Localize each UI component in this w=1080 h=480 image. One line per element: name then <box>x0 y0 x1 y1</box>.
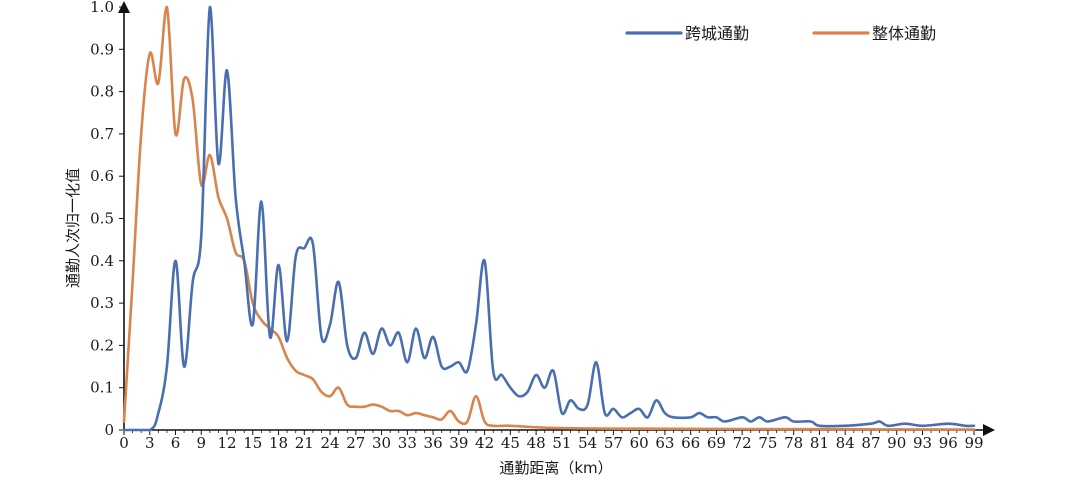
y-tick-label: 0.2 <box>90 336 114 354</box>
legend-label-1: 整体通勤 <box>872 24 936 43</box>
x-tick-label: 84 <box>836 434 855 452</box>
x-tick-label: 54 <box>578 434 597 452</box>
x-tick-label: 3 <box>145 434 155 452</box>
x-tick-label: 75 <box>758 434 777 452</box>
x-tick-label: 72 <box>733 434 752 452</box>
x-tick-label: 60 <box>630 434 649 452</box>
y-axis-title: 通勤人次归一化值 <box>64 168 82 288</box>
x-tick-label: 48 <box>527 434 546 452</box>
x-tick-label: 99 <box>964 434 983 452</box>
series-line-0 <box>122 5 976 432</box>
x-tick-label: 66 <box>681 434 700 452</box>
x-tick-label: 6 <box>171 434 181 452</box>
x-tick-label: 12 <box>217 434 236 452</box>
legend-label-0: 跨城通勤 <box>685 24 749 43</box>
x-axis-arrow <box>983 424 995 436</box>
x-tick-label: 33 <box>398 434 417 452</box>
x-tick-label: 78 <box>784 434 803 452</box>
y-tick-label: 0 <box>104 421 114 439</box>
ticks: 0 3 6 9 12 15 18 21 24 27 30 33 36 39 42 45 48 51 54 57 60 63… <box>90 0 983 452</box>
x-tick-label: 0 <box>119 434 129 452</box>
series-lines <box>122 5 976 432</box>
x-tick-label: 45 <box>501 434 520 452</box>
y-tick-label: 0.8 <box>90 83 114 101</box>
y-tick-label: 0.5 <box>90 210 114 228</box>
series-line-1 <box>122 5 976 431</box>
x-tick-label: 81 <box>810 434 829 452</box>
x-tick-label: 57 <box>604 434 623 452</box>
axes <box>118 1 995 436</box>
x-tick-label: 96 <box>939 434 958 452</box>
y-tick-label: 0.7 <box>90 125 114 143</box>
x-tick-label: 90 <box>887 434 906 452</box>
x-tick-label: 18 <box>269 434 288 452</box>
x-tick-label: 27 <box>346 434 365 452</box>
x-axis-title: 通勤距离（km） <box>499 459 612 477</box>
y-tick-label: 0.3 <box>90 294 114 312</box>
y-tick-label: 1.0 <box>90 0 114 16</box>
x-tick-label: 51 <box>552 434 571 452</box>
x-tick-label: 63 <box>655 434 674 452</box>
y-tick-label: 0.9 <box>90 40 114 58</box>
x-tick-label: 87 <box>861 434 880 452</box>
x-tick-label: 93 <box>913 434 932 452</box>
y-tick-label: 0.4 <box>90 252 114 270</box>
y-tick-label: 0.1 <box>90 379 114 397</box>
x-tick-label: 36 <box>424 434 443 452</box>
x-tick-label: 9 <box>196 434 206 452</box>
x-tick-label: 24 <box>321 434 340 452</box>
x-tick-label: 69 <box>707 434 726 452</box>
x-tick-label: 42 <box>475 434 494 452</box>
y-tick-label: 0.6 <box>90 167 114 185</box>
legend: 跨城通勤 整体通勤 <box>625 24 936 43</box>
x-tick-label: 15 <box>243 434 262 452</box>
x-tick-label: 21 <box>295 434 314 452</box>
x-tick-label: 30 <box>372 434 391 452</box>
x-tick-label: 39 <box>449 434 468 452</box>
